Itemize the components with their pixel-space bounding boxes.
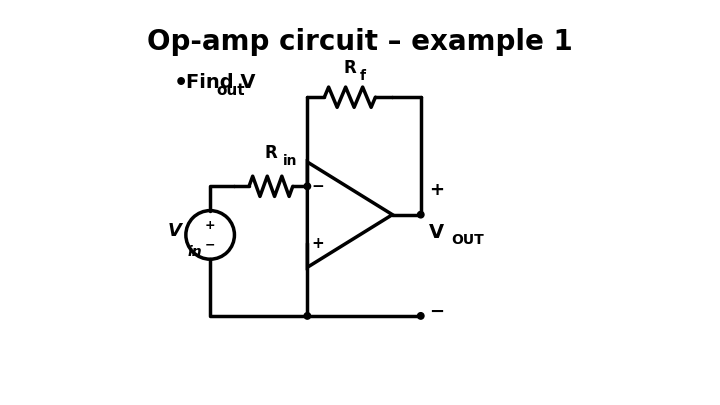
Text: +: + xyxy=(311,235,324,251)
Circle shape xyxy=(304,313,310,319)
Text: −: − xyxy=(205,238,215,251)
Text: Op-amp circuit – example 1: Op-amp circuit – example 1 xyxy=(147,28,573,56)
Circle shape xyxy=(418,211,424,218)
Text: +: + xyxy=(204,219,215,232)
Text: R: R xyxy=(264,144,277,162)
Text: V: V xyxy=(429,223,444,242)
Circle shape xyxy=(418,313,424,319)
Text: •: • xyxy=(174,73,188,93)
Text: Find V: Find V xyxy=(186,73,256,92)
Text: in: in xyxy=(283,154,297,168)
Text: OUT: OUT xyxy=(451,233,484,247)
Text: f: f xyxy=(360,69,366,83)
Text: −: − xyxy=(429,303,444,321)
Text: V: V xyxy=(168,222,181,240)
Text: in: in xyxy=(188,245,202,259)
Circle shape xyxy=(304,183,310,190)
Text: out: out xyxy=(216,83,245,98)
Text: R: R xyxy=(343,59,356,77)
Text: +: + xyxy=(429,181,444,199)
Text: −: − xyxy=(311,179,324,194)
